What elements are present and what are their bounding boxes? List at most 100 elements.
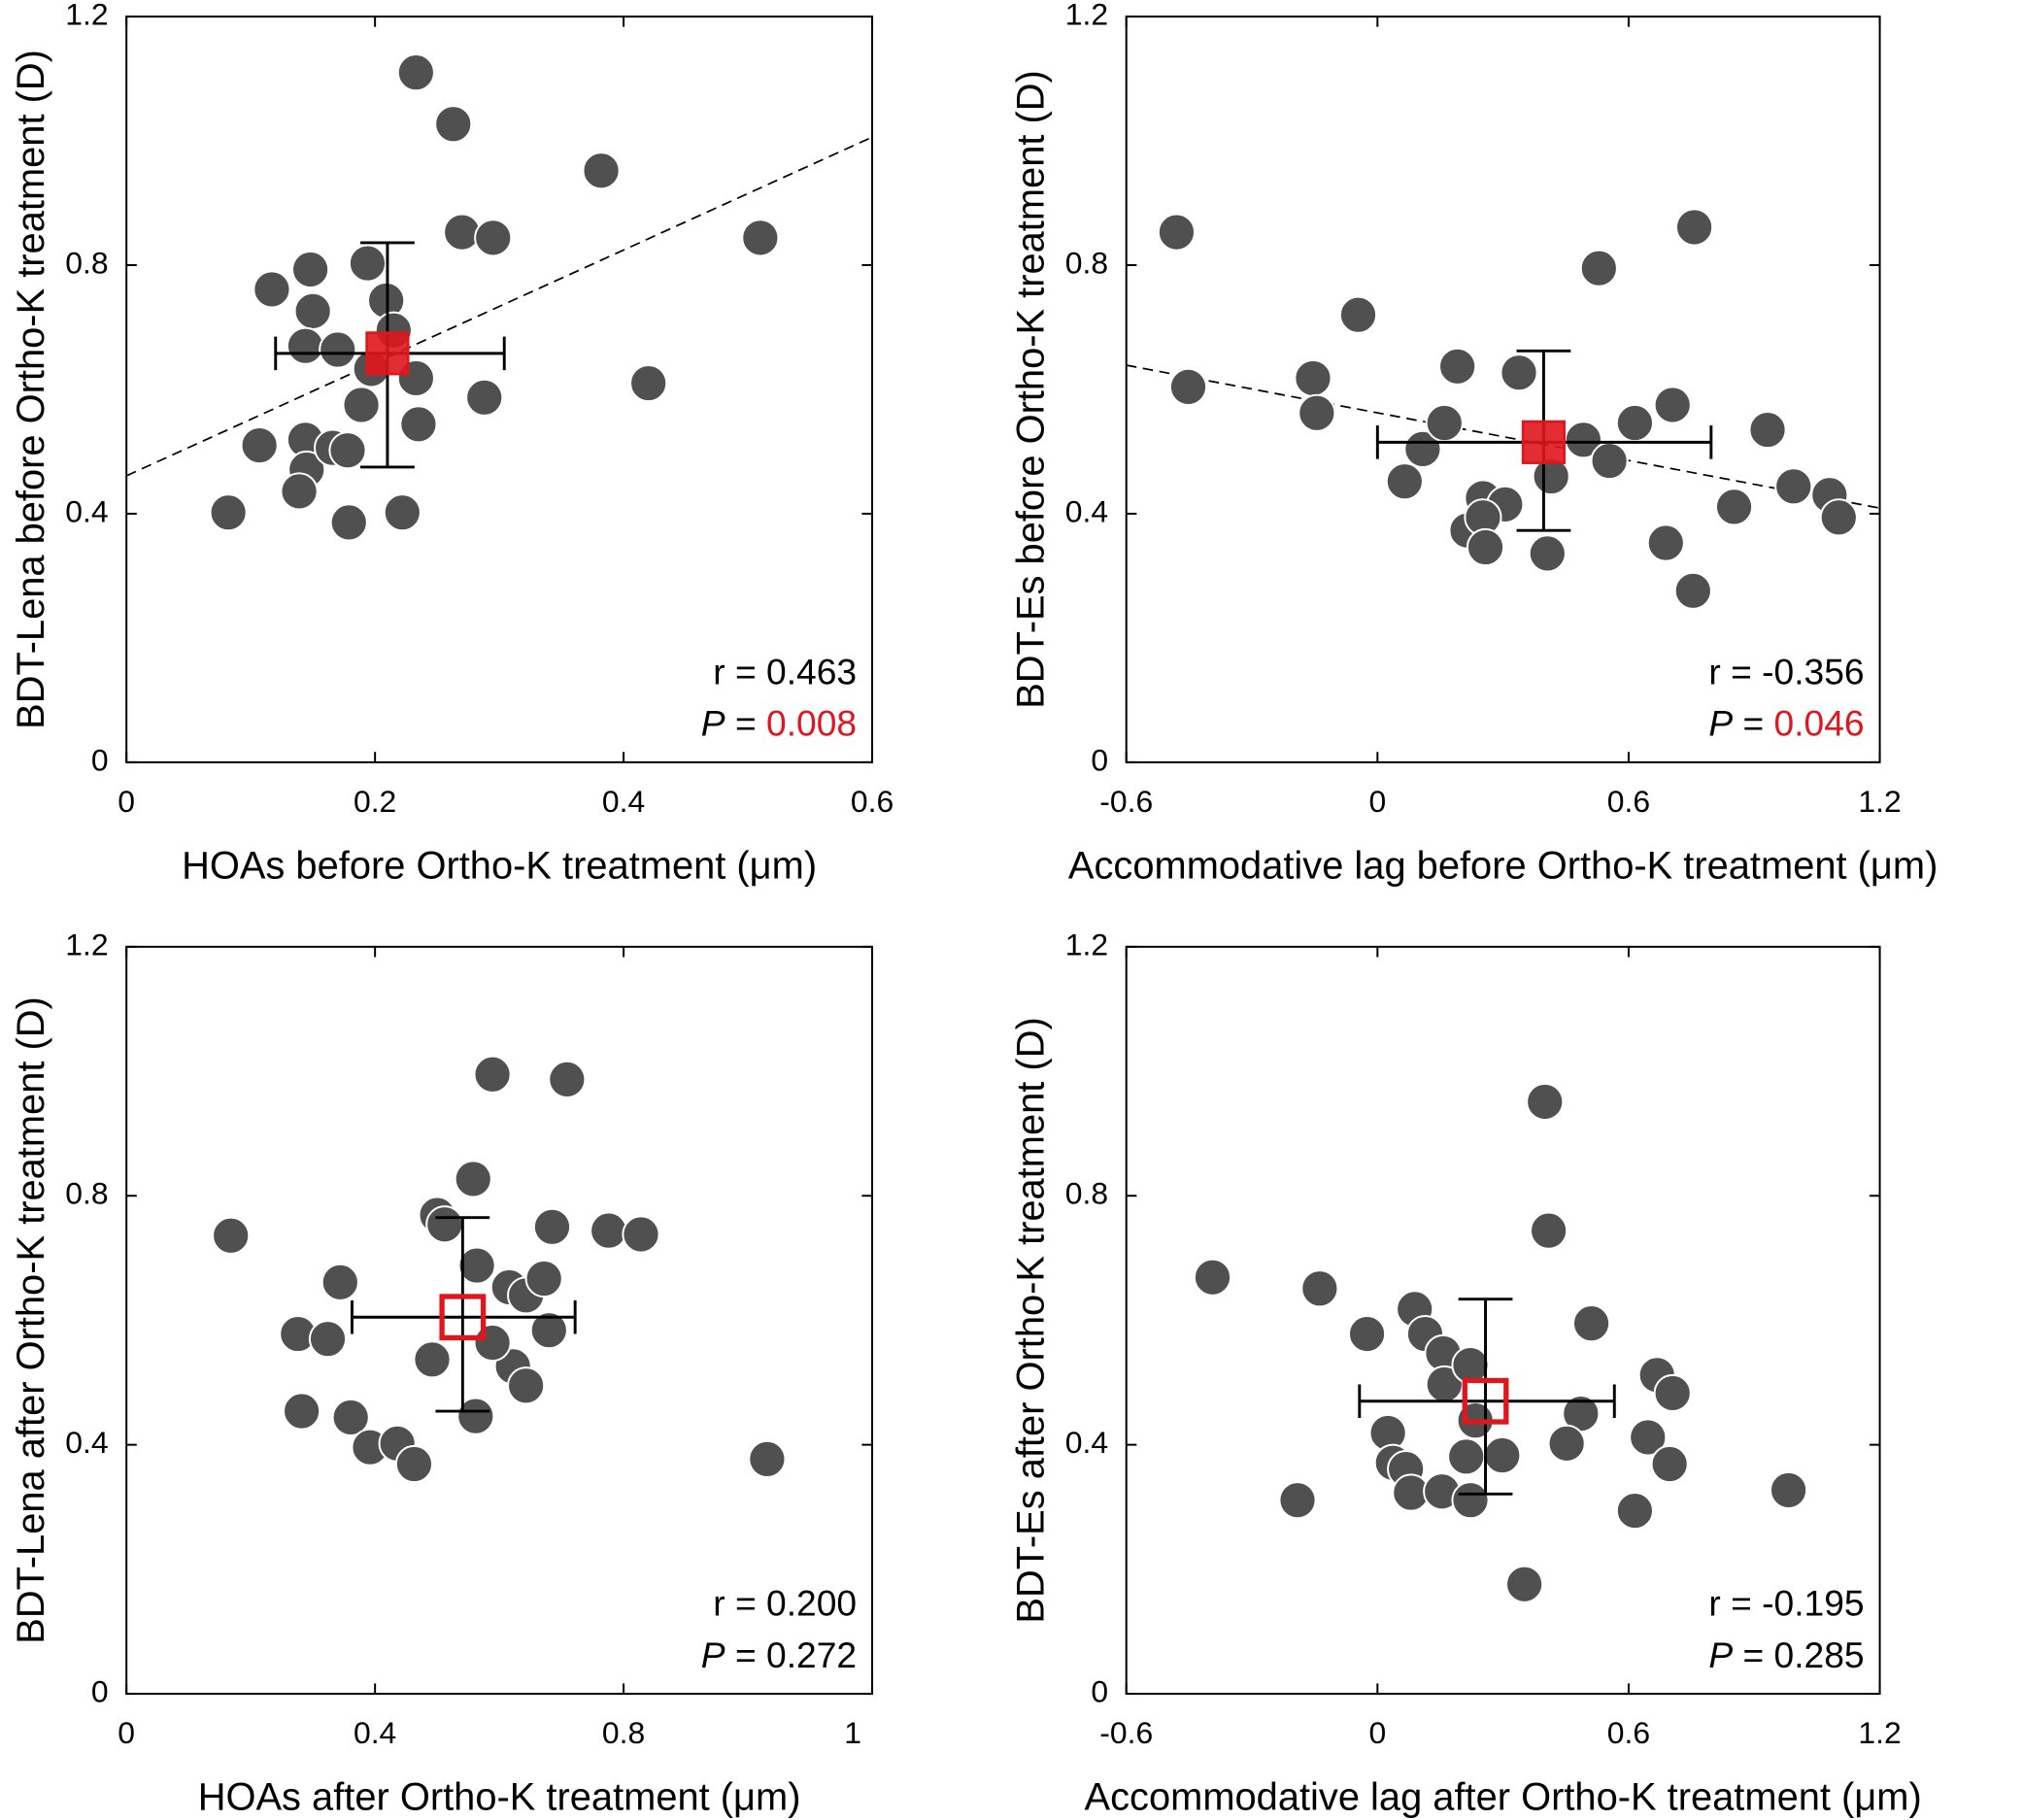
p-value: 0.272	[766, 1635, 857, 1675]
y-tick-label: 0.8	[65, 245, 108, 280]
data-point	[1298, 393, 1336, 432]
data-point	[1403, 429, 1442, 468]
p-annotation: P = 0.285	[1708, 1635, 1864, 1675]
data-point	[394, 1444, 434, 1484]
data-point	[1193, 1258, 1232, 1297]
y-tick-label: 0.4	[1065, 1425, 1108, 1460]
data-point	[319, 330, 357, 369]
y-tick-label: 1.2	[1065, 927, 1108, 961]
data-point	[1819, 498, 1858, 537]
data-point	[1675, 208, 1714, 247]
y-tick-label: 0.8	[1065, 245, 1108, 280]
y-tick-label: 0	[1091, 742, 1108, 777]
data-point	[1615, 1491, 1654, 1531]
p-symbol: P	[1708, 703, 1733, 744]
data-point	[283, 1392, 321, 1431]
x-tick-label: 0.6	[1607, 1715, 1650, 1750]
x-tick-label: 0	[118, 784, 135, 819]
x-axis-label: HOAs before Ortho-K treatment (μm)	[182, 844, 817, 887]
data-point	[457, 1246, 496, 1285]
p-value: 0.008	[766, 703, 857, 744]
mean-marker	[439, 1294, 487, 1341]
y-tick-label: 0.4	[65, 1425, 108, 1460]
data-point	[383, 493, 421, 532]
p-symbol: P	[1708, 1635, 1733, 1675]
y-axis-label: BDT-Es after Ortho-K treatment (D)	[1010, 1017, 1053, 1623]
y-tick-label: 0	[91, 1673, 109, 1708]
data-point	[465, 378, 504, 417]
p-annotation: P = 0.272	[701, 1635, 857, 1675]
data-point	[532, 1207, 572, 1246]
data-point	[1579, 249, 1618, 287]
p-annotation: P = 0.046	[1708, 703, 1864, 744]
p-symbol: P	[701, 1635, 725, 1675]
x-tick-label: 0	[118, 1715, 135, 1750]
fit-line	[1126, 364, 1880, 510]
data-point	[1590, 441, 1629, 481]
data-point	[1500, 354, 1538, 392]
data-point	[286, 326, 325, 365]
data-point	[1338, 295, 1378, 334]
x-tick-label: 0.2	[354, 784, 396, 819]
data-point	[413, 1340, 452, 1379]
data-point	[1714, 488, 1754, 526]
data-point	[1528, 534, 1567, 573]
data-point	[253, 270, 291, 309]
data-point	[1278, 1481, 1317, 1520]
data-point	[1425, 403, 1464, 443]
data-point	[396, 53, 435, 92]
data-point	[1451, 1481, 1490, 1520]
data-point	[456, 1397, 495, 1435]
p-equals: =	[1733, 1635, 1773, 1675]
y-tick-label: 0.4	[65, 493, 108, 528]
p-value: 0.046	[1774, 703, 1865, 744]
data-point	[209, 493, 248, 532]
data-point	[1447, 1437, 1486, 1476]
data-point	[1438, 347, 1477, 386]
r-annotation: r = -0.195	[1708, 1583, 1864, 1624]
data-point	[1466, 527, 1505, 567]
x-tick-label: 0.8	[602, 1715, 645, 1750]
data-point	[1483, 1435, 1522, 1475]
data-point	[342, 386, 381, 424]
p-equals: =	[725, 1635, 766, 1675]
data-point	[1673, 571, 1712, 610]
data-point	[1748, 410, 1787, 450]
data-point	[331, 1398, 370, 1437]
data-point	[1294, 358, 1332, 398]
data-point	[1653, 386, 1692, 424]
y-axis-label: BDT-Es before Ortho-K treatment (D)	[1010, 70, 1053, 709]
data-point	[474, 219, 513, 257]
x-tick-label: 1.2	[1858, 784, 1901, 819]
y-tick-label: 1.2	[1065, 0, 1108, 31]
data-point	[748, 1439, 787, 1478]
data-point	[529, 1311, 568, 1350]
data-point	[320, 1263, 359, 1301]
x-tick-label: 1	[844, 1715, 861, 1750]
plot-frame	[125, 945, 874, 1696]
y-axis-label: BDT-Lena after Ortho-K treatment (D)	[10, 996, 52, 1644]
y-tick-label: 0.8	[1065, 1176, 1108, 1211]
p-symbol: P	[701, 703, 725, 744]
x-tick-label: 0.6	[1607, 784, 1650, 819]
x-tick-label: 0	[1368, 1715, 1386, 1750]
data-point	[454, 1160, 492, 1198]
x-tick-label: -0.6	[1099, 1715, 1153, 1750]
data-point	[1650, 1444, 1689, 1484]
plot-frame	[1125, 945, 1881, 1696]
data-point	[212, 1216, 251, 1255]
data-point	[741, 219, 780, 257]
panel: 0 0.4 0.8 1.2 -0.6 0 0.6 1.2 BDT-Es before Ortho…	[1010, 0, 1939, 887]
data-point	[293, 291, 332, 330]
data-point	[1300, 1269, 1339, 1308]
panel: 0 0.4 0.8 1.2 -0.6 0 0.6 1.2 BDT-Es after Ortho-…	[1010, 927, 1922, 1818]
plot-frame	[1125, 16, 1881, 763]
data-point	[1451, 1346, 1490, 1385]
data-point	[280, 472, 319, 511]
plot-frame	[125, 16, 874, 763]
data-point	[240, 425, 279, 465]
data-point	[473, 1323, 512, 1363]
r-annotation: r = 0.463	[713, 651, 857, 691]
data-point	[548, 1060, 587, 1098]
data-point	[1505, 1565, 1544, 1603]
